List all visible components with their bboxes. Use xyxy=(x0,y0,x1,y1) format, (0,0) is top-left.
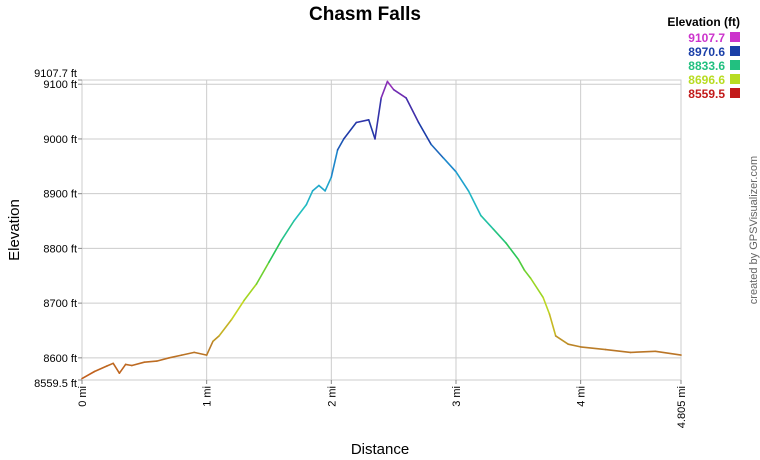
legend: Elevation (ft) 9107.78970.68833.68696.68… xyxy=(667,15,740,101)
elevation-segment xyxy=(218,318,233,337)
y-tick-label: 8559.5 ft xyxy=(34,378,77,390)
y-tick-label: 8800 ft xyxy=(43,243,77,255)
elevation-segment xyxy=(554,335,570,346)
x-tick-label: 2 mi xyxy=(326,386,338,407)
elevation-segment xyxy=(311,184,320,192)
elevation-segment xyxy=(405,97,420,124)
elevation-segment xyxy=(205,340,214,356)
y-axis-ticks: 8559.5 ft 8600 ft 8700 ft 8800 ft 8900 ft 900… xyxy=(34,68,82,390)
chart-title: Chasm Falls xyxy=(309,4,421,25)
y-tick-label: 8900 ft xyxy=(43,189,77,201)
y-tick-label: 9000 ft xyxy=(43,134,77,146)
elevation-segment xyxy=(480,214,495,230)
x-tick-label: 4 mi xyxy=(576,386,588,407)
elevation-segment xyxy=(355,119,370,124)
elevation-segment xyxy=(604,348,632,354)
elevation-segment xyxy=(517,258,526,272)
elevation-segment xyxy=(523,269,532,280)
elevation-segment xyxy=(280,220,295,241)
x-tick-label: 1 mi xyxy=(202,386,214,407)
legend-entry-label: 8833.6 xyxy=(688,59,725,73)
elevation-segment xyxy=(81,370,96,380)
elevation-segment xyxy=(579,346,607,351)
legend-entry-label: 8970.6 xyxy=(688,45,725,59)
legend-swatch xyxy=(730,46,740,56)
elevation-segment xyxy=(455,171,470,192)
elevation-segment xyxy=(336,138,345,151)
elevation-segment xyxy=(529,277,545,299)
y-tick-label: 9100 ft xyxy=(43,79,77,91)
elevation-segment xyxy=(505,242,520,261)
elevation-segment xyxy=(367,119,376,140)
elevation-segment xyxy=(193,351,208,356)
elevation-segment xyxy=(654,350,682,356)
elevation-segment xyxy=(442,157,457,173)
legend-swatch xyxy=(730,88,740,98)
x-tick-label: 4.805 mi xyxy=(676,386,688,428)
elevation-segment xyxy=(467,190,482,217)
elevation-segment xyxy=(305,190,314,206)
x-axis-title: Distance xyxy=(351,441,409,458)
legend-swatch xyxy=(730,32,740,42)
elevation-segment xyxy=(324,176,333,192)
elevation-segment xyxy=(156,356,171,362)
elevation-segment xyxy=(380,80,389,99)
legend-swatch xyxy=(730,74,740,84)
elevation-segment xyxy=(112,362,121,375)
legend-swatch xyxy=(730,60,740,70)
elevation-segment xyxy=(542,296,551,315)
elevation-line xyxy=(81,80,682,380)
elevation-segment xyxy=(330,149,339,178)
elevation-segment xyxy=(124,363,133,367)
elevation-segment xyxy=(417,121,432,146)
elevation-segment xyxy=(255,261,270,285)
grid xyxy=(81,79,682,381)
elevation-segment xyxy=(386,80,395,91)
elevation-segment xyxy=(131,361,146,367)
credit-text: created by GPSVisualizer.com xyxy=(748,156,760,304)
elevation-segment xyxy=(143,360,158,364)
x-axis-ticks: 0 mi 1 mi 2 mi 3 mi 4 mi 4.805 mi xyxy=(77,380,688,428)
legend-title: Elevation (ft) xyxy=(667,15,740,29)
x-tick-label: 3 mi xyxy=(451,386,463,407)
elevation-segment xyxy=(548,313,557,337)
elevation-segment xyxy=(180,351,195,356)
y-axis-title: Elevation xyxy=(6,199,23,261)
elevation-segment xyxy=(342,121,358,140)
elevation-segment xyxy=(106,362,114,367)
elevation-segment xyxy=(118,363,127,375)
y-tick-label: 8700 ft xyxy=(43,298,77,310)
elevation-segment xyxy=(374,97,383,140)
elevation-segment xyxy=(93,365,108,373)
elevation-segment xyxy=(293,203,308,222)
legend-entry-label: 8559.5 xyxy=(688,87,725,101)
elevation-segment xyxy=(629,350,657,354)
elevation-segment xyxy=(492,228,507,244)
elevation-segment xyxy=(268,239,283,263)
elevation-segment xyxy=(318,184,326,192)
elevation-segment xyxy=(430,143,445,159)
elevation-segment xyxy=(168,354,183,359)
elevation-segment xyxy=(230,299,245,321)
elevation-segment xyxy=(243,283,258,302)
legend-entry-label: 8696.6 xyxy=(688,73,725,87)
legend-entry-label: 9107.7 xyxy=(688,31,725,45)
elevation-segment xyxy=(392,88,407,99)
y-tick-label: 8600 ft xyxy=(43,353,77,365)
elevation-segment xyxy=(567,343,582,348)
x-tick-label: 0 mi xyxy=(77,386,89,407)
y-tick-label: 9107.7 ft xyxy=(34,68,77,80)
elevation-segment xyxy=(212,335,220,343)
